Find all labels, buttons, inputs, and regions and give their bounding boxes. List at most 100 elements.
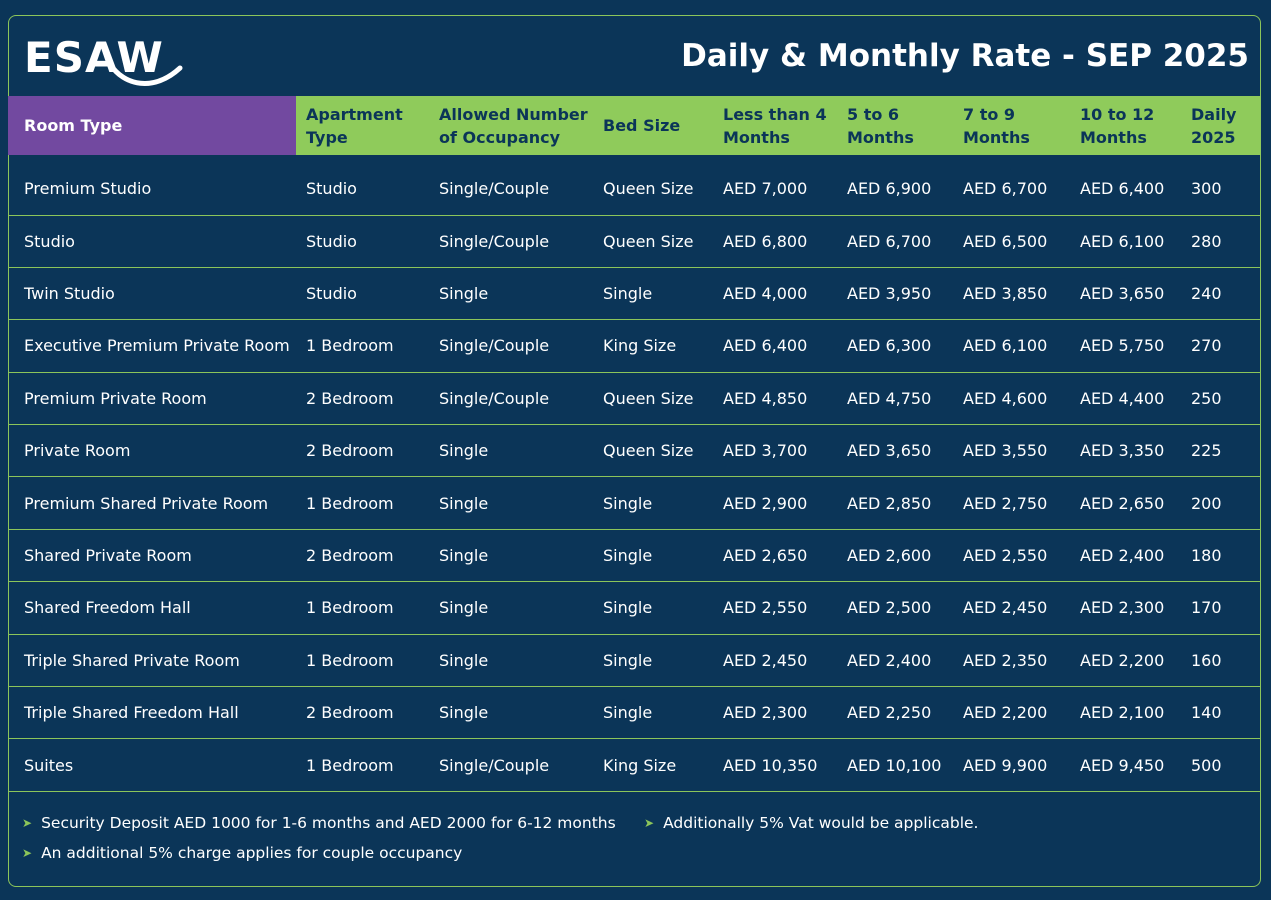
occupancy-cell: Single	[429, 424, 593, 478]
rate-10-to-12-cell: AED 4,400	[1070, 372, 1181, 426]
chevron-right-icon: ➤	[22, 816, 33, 830]
daily-rate-cell: 500	[1181, 738, 1261, 792]
rate-less-than-4-cell: AED 2,450	[713, 634, 837, 688]
bed-size-cell: Single	[593, 634, 713, 688]
header-bed-size: Bed Size	[593, 96, 713, 155]
page-title: Daily & Monthly Rate - SEP 2025	[681, 38, 1249, 74]
occupancy-cell: Single/Couple	[429, 155, 593, 216]
daily-rate-cell: 270	[1181, 319, 1261, 373]
rate-7-to-9-cell: AED 2,550	[953, 529, 1070, 583]
table-row: Studio Studio Single/Couple Queen Size AED 6…	[8, 215, 1261, 268]
occupancy-cell: Single/Couple	[429, 215, 593, 268]
note-couple-charge: ➤ An additional 5% charge applies for cou…	[22, 842, 462, 865]
rate-less-than-4-cell: AED 6,800	[713, 215, 837, 268]
apartment-type-cell: 1 Bedroom	[296, 319, 429, 373]
bed-size-cell: Queen Size	[593, 372, 713, 426]
rate-5-to-6-cell: AED 3,650	[837, 424, 953, 478]
rate-7-to-9-cell: AED 3,850	[953, 267, 1070, 321]
rate-10-to-12-cell: AED 6,400	[1070, 155, 1181, 216]
occupancy-cell: Single/Couple	[429, 372, 593, 426]
apartment-type-cell: Studio	[296, 215, 429, 268]
rate-7-to-9-cell: AED 9,900	[953, 738, 1070, 792]
header-room-type: Room Type	[8, 96, 296, 155]
table-row: Twin Studio Studio Single Single AED 4,000 AE…	[8, 267, 1261, 321]
apartment-type-cell: 1 Bedroom	[296, 581, 429, 635]
occupancy-cell: Single	[429, 529, 593, 583]
rate-5-to-6-cell: AED 2,500	[837, 581, 953, 635]
occupancy-cell: Single	[429, 476, 593, 530]
apartment-type-cell: 2 Bedroom	[296, 372, 429, 426]
table-row: Suites 1 Bedroom Single/Couple King Size AED…	[8, 738, 1261, 792]
daily-rate-cell: 200	[1181, 476, 1261, 530]
rate-10-to-12-cell: AED 2,650	[1070, 476, 1181, 530]
table-row: Shared Freedom Hall 1 Bedroom Single Single…	[8, 581, 1261, 635]
room-type-cell: Studio	[8, 215, 296, 268]
bed-size-cell: Queen Size	[593, 155, 713, 216]
rate-10-to-12-cell: AED 3,350	[1070, 424, 1181, 478]
table-row: Triple Shared Freedom Hall 2 Bedroom Singl…	[8, 686, 1261, 740]
daily-rate-cell: 140	[1181, 686, 1261, 740]
rate-5-to-6-cell: AED 6,700	[837, 215, 953, 268]
bed-size-cell: Queen Size	[593, 215, 713, 268]
bed-size-cell: King Size	[593, 738, 713, 792]
table-body: Premium Studio Studio Single/Couple Queen S…	[8, 155, 1261, 792]
rate-7-to-9-cell: AED 3,550	[953, 424, 1070, 478]
rate-less-than-4-cell: AED 4,000	[713, 267, 837, 321]
header-occupancy: Allowed Number of Occupancy	[429, 96, 593, 155]
note-security-deposit: ➤ Security Deposit AED 1000 for 1-6 month…	[22, 812, 616, 835]
table-row: Triple Shared Private Room 1 Bedroom Singl…	[8, 634, 1261, 688]
table-row: Premium Shared Private Room 1 Bedroom Sing…	[8, 476, 1261, 530]
apartment-type-cell: 1 Bedroom	[296, 634, 429, 688]
rate-5-to-6-cell: AED 2,850	[837, 476, 953, 530]
rate-10-to-12-cell: AED 9,450	[1070, 738, 1181, 792]
rate-7-to-9-cell: AED 6,700	[953, 155, 1070, 216]
daily-rate-cell: 300	[1181, 155, 1261, 216]
header-apartment-type: Apartment Type	[296, 96, 429, 155]
room-type-cell: Premium Studio	[8, 155, 296, 216]
daily-rate-cell: 225	[1181, 424, 1261, 478]
room-type-cell: Private Room	[8, 424, 296, 478]
daily-rate-cell: 240	[1181, 267, 1261, 321]
rate-5-to-6-cell: AED 4,750	[837, 372, 953, 426]
rate-7-to-9-cell: AED 2,350	[953, 634, 1070, 688]
apartment-type-cell: 1 Bedroom	[296, 476, 429, 530]
chevron-right-icon: ➤	[644, 816, 655, 830]
rate-5-to-6-cell: AED 2,250	[837, 686, 953, 740]
apartment-type-cell: Studio	[296, 155, 429, 216]
bed-size-cell: King Size	[593, 319, 713, 373]
room-type-cell: Premium Shared Private Room	[8, 476, 296, 530]
rate-7-to-9-cell: AED 4,600	[953, 372, 1070, 426]
chevron-right-icon: ➤	[22, 846, 33, 860]
rate-7-to-9-cell: AED 2,750	[953, 476, 1070, 530]
daily-rate-cell: 180	[1181, 529, 1261, 583]
rate-less-than-4-cell: AED 7,000	[713, 155, 837, 216]
apartment-type-cell: 2 Bedroom	[296, 424, 429, 478]
rate-10-to-12-cell: AED 2,100	[1070, 686, 1181, 740]
rate-less-than-4-cell: AED 2,550	[713, 581, 837, 635]
header-10-to-12-months: 10 to 12 Months	[1070, 96, 1181, 155]
rate-less-than-4-cell: AED 2,900	[713, 476, 837, 530]
occupancy-cell: Single	[429, 686, 593, 740]
rate-7-to-9-cell: AED 2,450	[953, 581, 1070, 635]
rates-table: Room Type Apartment Type Allowed Number of…	[8, 96, 1261, 792]
rate-10-to-12-cell: AED 2,300	[1070, 581, 1181, 635]
table-row: Shared Private Room 2 Bedroom Single Single…	[8, 529, 1261, 583]
table-row: Private Room 2 Bedroom Single Queen Size AED…	[8, 424, 1261, 478]
esaw-logo: ESAW	[24, 34, 184, 90]
rate-5-to-6-cell: AED 2,600	[837, 529, 953, 583]
rate-5-to-6-cell: AED 3,950	[837, 267, 953, 321]
apartment-type-cell: 1 Bedroom	[296, 738, 429, 792]
room-type-cell: Triple Shared Private Room	[8, 634, 296, 688]
room-type-cell: Shared Private Room	[8, 529, 296, 583]
daily-rate-cell: 280	[1181, 215, 1261, 268]
room-type-cell: Suites	[8, 738, 296, 792]
room-type-cell: Executive Premium Private Room	[8, 319, 296, 373]
apartment-type-cell: 2 Bedroom	[296, 529, 429, 583]
bed-size-cell: Single	[593, 267, 713, 321]
logo-wordmark: ESAW	[24, 34, 164, 82]
rate-5-to-6-cell: AED 2,400	[837, 634, 953, 688]
table-row: Premium Private Room 2 Bedroom Single/Coup…	[8, 372, 1261, 426]
rate-10-to-12-cell: AED 2,200	[1070, 634, 1181, 688]
occupancy-cell: Single	[429, 634, 593, 688]
rate-7-to-9-cell: AED 2,200	[953, 686, 1070, 740]
